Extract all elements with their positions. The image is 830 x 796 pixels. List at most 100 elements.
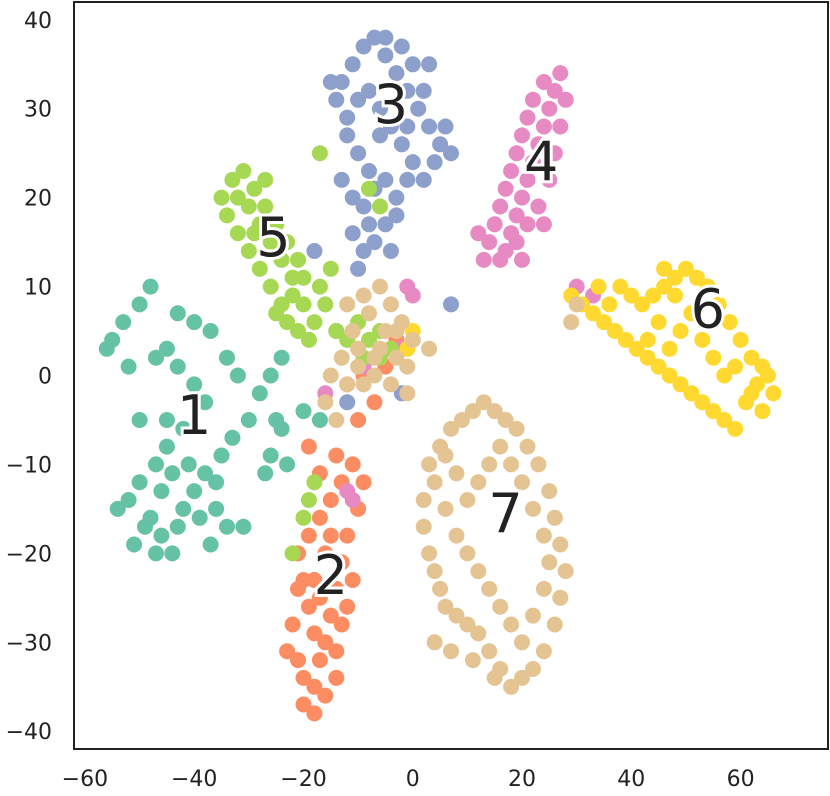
- scatter-point-cluster-7: [492, 438, 509, 455]
- scatter-point-cluster-7: [448, 527, 465, 544]
- scatter-point-cluster-4: [492, 198, 509, 215]
- scatter-point-cluster-4: [481, 234, 498, 251]
- scatter-point-cluster-1: [229, 367, 246, 384]
- scatter-point-cluster-7: [470, 625, 487, 642]
- scatter-point-cluster-6: [732, 331, 749, 348]
- scatter-point-cluster-4: [514, 189, 530, 206]
- cluster-label-6: 6: [691, 277, 725, 340]
- scatter-point-cluster-1: [148, 545, 164, 562]
- scatter-point-cluster-3: [382, 118, 399, 135]
- scatter-point-cluster-3: [404, 154, 421, 171]
- scatter-point-cluster-7: [525, 661, 541, 677]
- scatter-point-cluster-7: [317, 394, 334, 411]
- scatter-point-cluster-6: [705, 403, 722, 420]
- scatter-point-cluster-3: [361, 163, 377, 179]
- scatter-point-cluster-5: [306, 474, 323, 491]
- scatter-point-cluster-3: [355, 38, 372, 55]
- scatter-point-cluster-4: [508, 207, 525, 224]
- scatter-point-cluster-7: [366, 349, 383, 366]
- scatter-point-cluster-1: [142, 278, 159, 295]
- scatter-point-cluster-5: [311, 278, 328, 295]
- scatter-point-cluster-6: [765, 385, 782, 402]
- scatter-point-cluster-5: [240, 243, 257, 259]
- scatter-point-cluster-5: [219, 207, 235, 224]
- scatter-point-cluster-7: [481, 643, 498, 660]
- x-tick-label: 60: [727, 767, 755, 792]
- scatter-point-cluster-5: [284, 269, 301, 286]
- scatter-point-cluster-6: [743, 385, 760, 402]
- scatter-point-cluster-7: [535, 527, 552, 544]
- scatter-point-cluster-1: [273, 349, 290, 366]
- scatter-point-cluster-3: [322, 74, 339, 90]
- scatter-point-cluster-1: [98, 340, 115, 357]
- scatter-point-cluster-7: [541, 554, 558, 571]
- scatter-point-cluster-7: [382, 296, 399, 313]
- scatter-point-cluster-7: [492, 598, 509, 615]
- plot-frame: [73, 1, 829, 750]
- scatter-point-cluster-6: [672, 376, 689, 393]
- scatter-point-cluster-1: [158, 438, 175, 455]
- scatter-point-cluster-1: [208, 500, 225, 517]
- scatter-point-cluster-2: [311, 589, 328, 606]
- scatter-point-cluster-5: [328, 323, 345, 339]
- scatter-point-cluster-1: [120, 358, 137, 375]
- scatter-point-cluster-6: [754, 403, 771, 420]
- y-tick-label: 10: [24, 276, 52, 301]
- y-tick-label: −30: [6, 631, 52, 656]
- scatter-point-cluster-6: [656, 278, 673, 295]
- scatter-point-cluster-1: [131, 474, 148, 491]
- scatter-point-cluster-2: [322, 607, 339, 624]
- scatter-point-cluster-7: [426, 474, 443, 491]
- scatter-point-cluster-3: [388, 207, 405, 224]
- scatter-point-cluster-1: [164, 545, 181, 562]
- scatter-point-cluster-3: [432, 136, 449, 153]
- scatter-point-cluster-5: [279, 234, 296, 251]
- scatter-point-cluster-4: [546, 145, 563, 162]
- scatter-point-cluster-7: [339, 376, 356, 393]
- cluster-label-3: 3: [374, 73, 408, 136]
- scatter-point-cluster-3: [344, 189, 361, 206]
- scatter-point-cluster-2: [290, 580, 306, 597]
- scatter-point-cluster-1: [186, 314, 203, 331]
- scatter-point-cluster-6: [661, 367, 678, 384]
- scatter-point-cluster-4: [530, 198, 547, 215]
- scatter-point-cluster-5: [290, 251, 306, 268]
- scatter-point-cluster-6: [601, 296, 618, 313]
- scatter-point-cluster-4: [519, 216, 536, 233]
- scatter-point-cluster-4: [546, 82, 563, 99]
- scatter-point-cluster-3: [437, 118, 454, 135]
- scatter-point-cluster-3: [333, 171, 350, 188]
- scatter-point-cluster-2: [355, 474, 372, 491]
- scatter-point-cluster-1: [164, 465, 181, 482]
- scatter-point-cluster-3: [443, 296, 459, 313]
- y-tick-label: 40: [24, 9, 52, 34]
- scatter-point-cluster-4: [519, 109, 536, 126]
- scatter-point-cluster-5: [257, 198, 274, 215]
- scatter-point-cluster-6: [590, 278, 607, 295]
- scatter-point-cluster-2: [300, 527, 317, 544]
- scatter-point-cluster-6: [727, 420, 744, 437]
- scatter-point-cluster-7: [339, 296, 356, 313]
- scatter-point-cluster-3: [344, 225, 361, 242]
- scatter-point-cluster-7: [426, 634, 443, 651]
- scatter-point-cluster-6: [596, 314, 612, 331]
- scatter-point-cluster-7: [388, 323, 405, 339]
- scatter-point-cluster-6: [754, 358, 771, 375]
- scatter-point-cluster-2: [279, 643, 296, 660]
- scatter-point-cluster-3: [350, 260, 367, 277]
- scatter-point-cluster-7: [514, 474, 530, 491]
- scatter-point-cluster-7: [415, 492, 432, 508]
- scatter-point-cluster-7: [481, 580, 498, 597]
- scatter-point-cluster-6: [727, 358, 744, 375]
- scatter-point-cluster-1: [268, 412, 285, 428]
- scatter-point-cluster-7: [464, 652, 481, 669]
- scatter-point-cluster-2: [306, 572, 323, 588]
- scatter-point-cluster-4: [530, 136, 547, 153]
- scatter-point-cluster-7: [333, 349, 350, 366]
- cluster-label-2: 2: [314, 544, 348, 607]
- scatter-point-cluster-1: [158, 412, 175, 428]
- cluster-label-5: 5: [256, 206, 290, 269]
- scatter-point-cluster-7: [421, 545, 438, 562]
- scatter-point-cluster-6: [661, 340, 678, 357]
- scatter-point-cluster-7: [448, 607, 465, 624]
